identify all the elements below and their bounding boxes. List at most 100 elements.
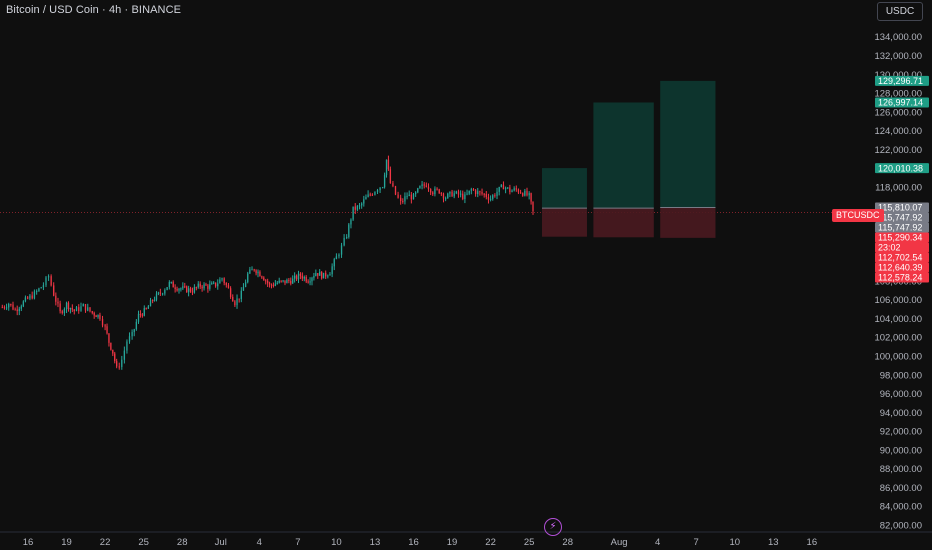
candle-body [71, 308, 73, 310]
candle-body [151, 300, 154, 302]
candle-body [186, 286, 188, 293]
y-tick-label: 128,000.00 [874, 89, 922, 100]
candle-body [131, 332, 133, 337]
candle-body [331, 266, 333, 275]
candle-body [191, 291, 194, 293]
candle-body [333, 259, 335, 267]
candle-body [3, 307, 6, 309]
candle-body [280, 280, 282, 282]
candle-body [65, 302, 68, 310]
candle-body [141, 314, 144, 316]
candle-body [367, 194, 369, 198]
candle-body [217, 283, 219, 287]
candle-body [408, 194, 410, 197]
y-tick-label: 118,000.00 [875, 182, 922, 193]
price-label: 112,640.39 [878, 263, 922, 273]
candle-body [114, 353, 116, 362]
candle-body [315, 273, 317, 276]
price-label: 112,702.54 [878, 253, 922, 263]
candle-body [295, 275, 298, 280]
candle-body [244, 282, 247, 287]
candle-body [483, 193, 485, 195]
candle-body [432, 192, 434, 195]
candle-body [67, 302, 70, 310]
candle-body [438, 189, 440, 194]
candle-body [376, 190, 379, 192]
x-tick-label: 19 [447, 537, 458, 548]
candle-body [24, 297, 27, 302]
candle-body [434, 188, 436, 195]
target-zone-3 [660, 80, 716, 208]
y-tick-label: 86,000.00 [880, 483, 922, 494]
price-label-bg [875, 232, 929, 243]
candle-body [205, 284, 207, 286]
candle-body [317, 273, 319, 276]
candle-body [530, 193, 532, 202]
candle-body [385, 159, 388, 176]
candle-body [348, 224, 350, 237]
candle-body [335, 256, 338, 260]
candle-body [10, 303, 12, 305]
candle-body [12, 304, 14, 310]
candle-body [253, 269, 255, 271]
candle-body [101, 319, 104, 326]
price-label-bg [875, 242, 929, 253]
candle-body [133, 329, 135, 333]
candle-body [73, 309, 75, 312]
candle-body [149, 300, 152, 307]
price-label-bg [875, 222, 929, 233]
candle-body [57, 301, 59, 304]
candle-body [292, 278, 294, 284]
candle-body [178, 288, 180, 291]
x-tick-label: 7 [694, 537, 699, 548]
y-tick-label: 134,000.00 [874, 32, 922, 43]
candle-body [354, 206, 356, 210]
candle-body [472, 189, 475, 191]
candle-body [29, 295, 31, 299]
candle-body [356, 205, 359, 210]
candle-body [214, 282, 217, 287]
candle-body [155, 293, 158, 300]
candle-body [468, 190, 470, 194]
y-tick-label: 92,000.00 [880, 427, 922, 438]
candle-body [80, 306, 82, 311]
candle-body [423, 184, 425, 186]
candle-body [477, 191, 479, 195]
candle-body [93, 312, 95, 316]
candle-body [14, 309, 16, 311]
currency-button[interactable]: USDC [877, 2, 923, 21]
candle-body [209, 284, 211, 289]
candle-body [519, 192, 522, 194]
candle-body [299, 273, 302, 276]
candle-body [97, 314, 99, 318]
candle-body [261, 276, 263, 278]
candle-body [419, 185, 421, 189]
candle-body [383, 175, 386, 188]
candle-body [358, 205, 361, 207]
y-tick-label: 84,000.00 [880, 502, 922, 513]
candle-body [38, 288, 40, 291]
x-tick-label: 16 [408, 537, 419, 548]
candle-body [278, 280, 280, 283]
candle-body [517, 189, 520, 193]
candle-body [387, 159, 390, 170]
candle-body [99, 314, 101, 320]
candle-body [455, 191, 457, 194]
x-tick-label: 25 [138, 537, 149, 548]
candle-body [36, 290, 38, 292]
candle-body [462, 193, 464, 199]
candle-body [232, 296, 234, 302]
price-label: 115,747.92 [878, 223, 922, 233]
candle-body [327, 275, 329, 277]
x-tick-label: 16 [23, 537, 34, 548]
candle-body [126, 341, 128, 351]
lightning-icon[interactable]: ⚡ [544, 518, 562, 536]
candle-body [63, 309, 66, 314]
stop-zone-1 [542, 208, 587, 237]
candle-body [266, 280, 269, 284]
y-tick-label: 96,000.00 [880, 389, 922, 400]
y-tick-label: 130,000.00 [874, 70, 922, 81]
candle-body [116, 361, 118, 367]
